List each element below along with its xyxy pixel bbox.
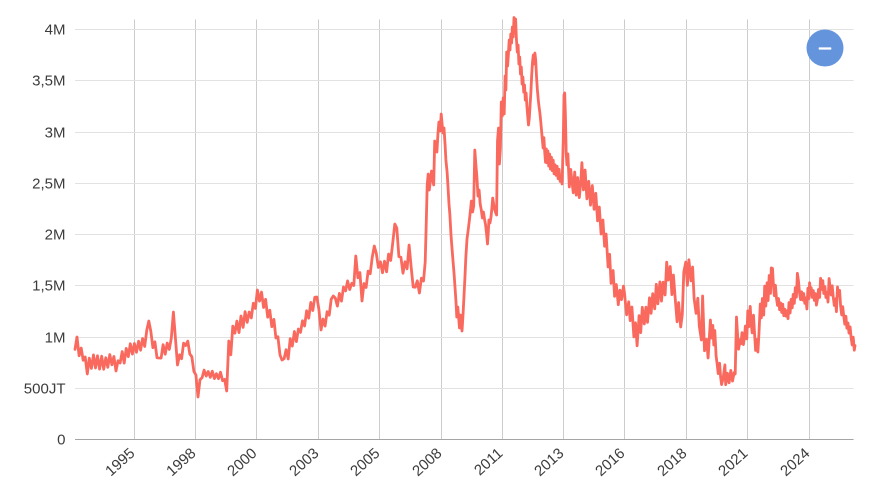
svg-text:2024: 2024 xyxy=(777,445,813,480)
svg-text:1M: 1M xyxy=(45,330,66,347)
svg-text:2000: 2000 xyxy=(224,445,260,480)
svg-text:1998: 1998 xyxy=(163,445,199,480)
svg-text:2,5M: 2,5M xyxy=(32,176,65,193)
svg-text:2M: 2M xyxy=(45,227,66,244)
svg-text:1995: 1995 xyxy=(102,445,138,480)
svg-text:1,5M: 1,5M xyxy=(32,278,65,295)
svg-text:3,5M: 3,5M xyxy=(32,73,65,90)
svg-text:500JT: 500JT xyxy=(24,381,66,398)
svg-text:2016: 2016 xyxy=(592,445,628,480)
svg-text:2013: 2013 xyxy=(531,445,567,480)
svg-text:3M: 3M xyxy=(45,125,66,142)
svg-text:2021: 2021 xyxy=(715,445,751,480)
svg-text:2011: 2011 xyxy=(471,445,506,479)
svg-text:2018: 2018 xyxy=(654,445,690,480)
svg-text:0: 0 xyxy=(57,432,65,449)
svg-text:2008: 2008 xyxy=(409,445,445,480)
svg-text:2003: 2003 xyxy=(286,445,322,480)
svg-text:4M: 4M xyxy=(45,22,66,39)
svg-text:2005: 2005 xyxy=(347,445,383,480)
